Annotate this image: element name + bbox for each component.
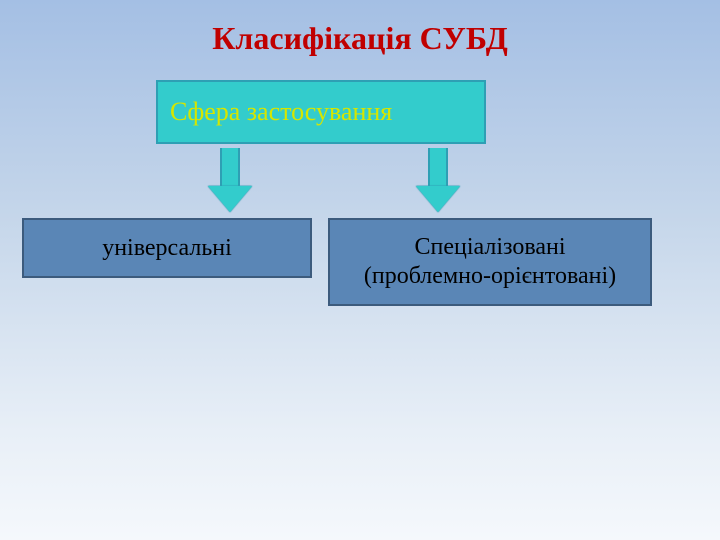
child-left-label: універсальні [102,234,232,263]
arrow-head [416,186,460,212]
child-box-specialized: Спеціалізовані (проблемно-орієнтовані) [328,218,652,306]
arrow-left [208,148,252,212]
top-box-application-scope: Сфера застосування [156,80,486,144]
child-box-universal: універсальні [22,218,312,278]
arrow-right [416,148,460,212]
arrow-head [208,186,252,212]
arrow-shaft [428,148,448,186]
arrow-shaft [220,148,240,186]
child-right-line1: Спеціалізовані [414,233,565,262]
top-box-label: Сфера застосування [170,97,392,127]
child-right-line2: (проблемно-орієнтовані) [364,262,616,291]
page-title: Класифікація СУБД [0,20,720,57]
